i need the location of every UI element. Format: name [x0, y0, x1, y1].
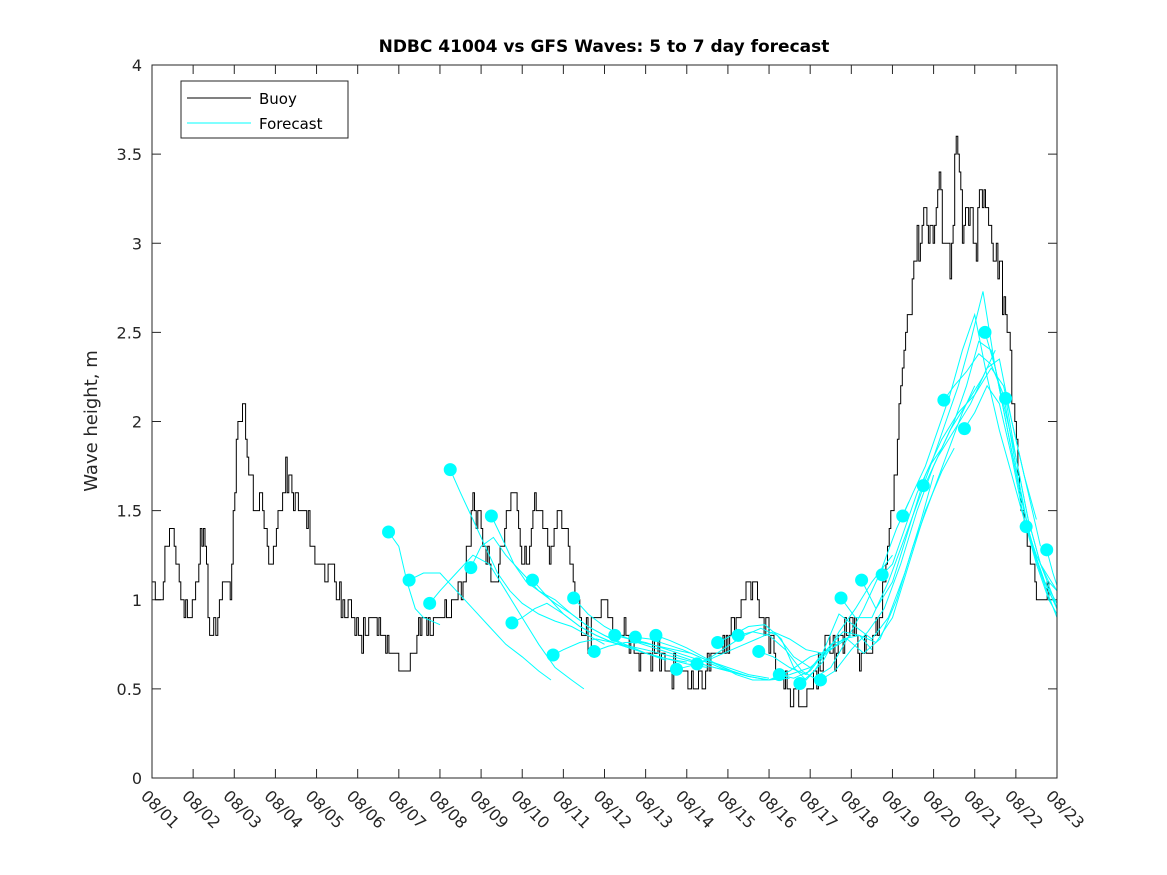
legend: Buoy Forecast: [180, 80, 349, 139]
forecast-line: [449, 469, 605, 645]
forecast-line: [1046, 549, 1058, 586]
forecast-start-point: [752, 644, 766, 658]
forecast-start-point: [464, 561, 478, 575]
y-tick-label: 0: [132, 769, 142, 788]
forecast-start-point: [957, 422, 971, 436]
forecast-line: [1025, 526, 1058, 618]
forecast-start-point: [526, 573, 540, 587]
forecast-start-point: [484, 509, 498, 523]
legend-buoy-label: Buoy: [259, 90, 297, 108]
forecast-line: [738, 501, 910, 679]
forecast-start-point: [608, 628, 622, 642]
forecast-start-point: [546, 648, 560, 662]
forecast-start-point: [896, 509, 910, 523]
forecast-series: [388, 291, 1058, 690]
forecast-start-point: [382, 525, 396, 539]
forecast-start-point: [999, 391, 1013, 405]
forecast-start-point: [402, 573, 416, 587]
forecast-line: [573, 597, 749, 677]
chart-title: NDBC 41004 vs GFS Waves: 5 to 7 day fore…: [379, 37, 830, 57]
forecast-line: [388, 531, 441, 626]
y-tick-label: 0.5: [117, 680, 142, 699]
y-axis-label: Wave height, m: [81, 350, 102, 491]
forecast-start-point: [855, 573, 869, 587]
forecast-line: [429, 554, 585, 690]
forecast-start-point: [711, 636, 725, 650]
forecast-start-points: [382, 325, 1054, 691]
forecast-line: [717, 554, 893, 681]
forecast-start-point: [423, 596, 437, 610]
forecast-start-point: [628, 630, 642, 644]
legend-box: [180, 80, 349, 139]
forecast-line: [963, 384, 1058, 615]
forecast-start-point: [1019, 520, 1033, 534]
forecast-line: [696, 627, 873, 669]
forecast-line: [861, 367, 1041, 610]
forecast-start-point: [587, 644, 601, 658]
forecast-line: [984, 332, 1058, 604]
y-tick-labels: 0 0.5 1 1.5 2 2.5 3 3.5 4: [117, 56, 142, 788]
plot-frame: [151, 64, 1058, 779]
forecast-start-point: [690, 657, 704, 671]
forecast-line: [820, 349, 996, 681]
forecast-line: [655, 634, 831, 681]
forecast-start-point: [505, 616, 519, 630]
forecast-line: [799, 385, 976, 684]
y-tick-label: 3.5: [117, 145, 142, 164]
forecast-start-point: [1040, 543, 1054, 557]
y-tick-label: 3: [132, 234, 142, 253]
forecast-start-point: [649, 628, 663, 642]
forecast-line: [1005, 398, 1058, 609]
forecast-start-point: [834, 591, 848, 605]
forecast-start-point: [875, 568, 889, 582]
forecast-start-point: [978, 325, 992, 339]
forecast-start-point: [916, 479, 930, 493]
y-tick-label: 1: [132, 591, 142, 610]
buoy-series: [152, 135, 1051, 708]
forecast-start-point: [443, 463, 457, 477]
buoy-line: [152, 135, 1051, 708]
forecast-start-point: [813, 673, 827, 687]
legend-forecast-label: Forecast: [259, 115, 323, 133]
forecast-line: [594, 642, 770, 679]
y-tick-label: 2: [132, 413, 142, 432]
plot-area: [152, 65, 1057, 778]
forecast-start-point: [567, 591, 581, 605]
forecast-start-point: [731, 628, 745, 642]
forecast-start-point: [793, 677, 807, 691]
forecast-start-point: [669, 662, 683, 676]
y-tick-label: 1.5: [117, 502, 142, 521]
forecast-start-point: [937, 393, 951, 407]
y-tick-label: 4: [132, 56, 142, 75]
y-tick-label: 2.5: [117, 323, 142, 342]
forecast-start-point: [772, 668, 786, 682]
forecast-line: [408, 572, 552, 681]
